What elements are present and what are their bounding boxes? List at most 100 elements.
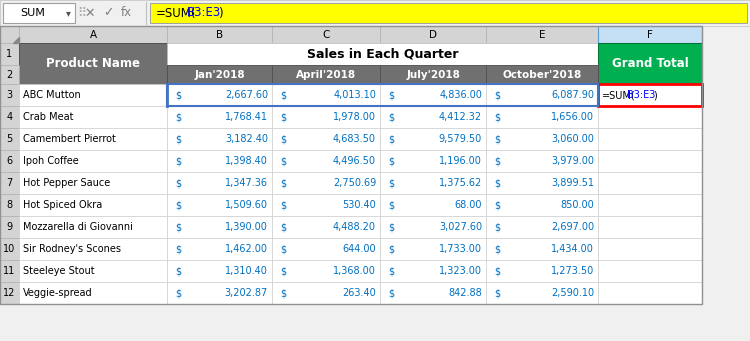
Bar xyxy=(167,84,272,106)
Bar xyxy=(486,128,598,150)
Bar xyxy=(19,84,167,106)
Text: 3,027.60: 3,027.60 xyxy=(439,222,482,232)
Bar xyxy=(486,65,598,84)
Text: 644.00: 644.00 xyxy=(342,244,376,254)
Text: $: $ xyxy=(388,222,394,232)
Text: $: $ xyxy=(494,266,500,276)
Text: $: $ xyxy=(280,178,286,188)
Text: Grand Total: Grand Total xyxy=(612,57,689,70)
Text: Hot Pepper Sauce: Hot Pepper Sauce xyxy=(23,178,110,188)
Bar xyxy=(167,150,272,172)
Text: 3,182.40: 3,182.40 xyxy=(225,134,268,144)
Text: $: $ xyxy=(175,156,181,166)
Bar xyxy=(0,238,19,260)
Bar xyxy=(598,150,702,172)
Bar xyxy=(598,216,702,238)
Text: ✓: ✓ xyxy=(103,6,113,19)
Bar xyxy=(598,106,702,128)
Bar xyxy=(0,282,19,304)
Text: $: $ xyxy=(280,156,286,166)
Text: 6: 6 xyxy=(7,156,13,166)
Bar xyxy=(272,150,380,172)
Text: 7: 7 xyxy=(6,178,13,188)
Text: 5: 5 xyxy=(6,134,13,144)
Bar xyxy=(380,84,486,106)
Text: $: $ xyxy=(175,288,181,298)
Text: $: $ xyxy=(494,90,500,100)
Bar xyxy=(19,150,167,172)
Text: $: $ xyxy=(388,266,394,276)
Bar xyxy=(0,84,19,106)
Text: ⠿: ⠿ xyxy=(77,6,86,19)
Text: 1,509.60: 1,509.60 xyxy=(225,200,268,210)
Text: SUM: SUM xyxy=(20,8,46,18)
Text: =SUM(: =SUM( xyxy=(156,6,196,19)
Bar xyxy=(272,128,380,150)
Text: 4: 4 xyxy=(7,112,13,122)
Text: 8: 8 xyxy=(7,200,13,210)
Text: Crab Meat: Crab Meat xyxy=(23,112,74,122)
Bar xyxy=(19,128,167,150)
Bar xyxy=(598,172,702,194)
Text: October'2018: October'2018 xyxy=(503,70,582,79)
Bar xyxy=(598,194,702,216)
Text: 2,697.00: 2,697.00 xyxy=(550,222,594,232)
Text: $: $ xyxy=(280,90,286,100)
Bar xyxy=(0,0,750,26)
Text: B3:E3: B3:E3 xyxy=(187,6,221,19)
Bar xyxy=(0,194,19,216)
Text: $: $ xyxy=(280,134,286,144)
Bar xyxy=(0,26,702,304)
Bar xyxy=(0,43,19,65)
Bar xyxy=(380,194,486,216)
Bar xyxy=(486,150,598,172)
Bar xyxy=(380,282,486,304)
Bar xyxy=(0,65,19,84)
Text: 1,768.41: 1,768.41 xyxy=(225,112,268,122)
Text: 1,196.00: 1,196.00 xyxy=(440,156,482,166)
Bar xyxy=(380,216,486,238)
Text: $: $ xyxy=(388,112,394,122)
Bar xyxy=(272,216,380,238)
Text: Steeleye Stout: Steeleye Stout xyxy=(23,266,94,276)
Text: 1,978.00: 1,978.00 xyxy=(333,112,376,122)
Bar xyxy=(486,84,598,106)
Text: $: $ xyxy=(280,222,286,232)
Text: Product Name: Product Name xyxy=(46,57,140,70)
Text: B3:E3: B3:E3 xyxy=(628,90,656,100)
Bar xyxy=(486,282,598,304)
Text: $: $ xyxy=(494,200,500,210)
Text: 2,667.60: 2,667.60 xyxy=(225,90,268,100)
Bar xyxy=(272,65,380,84)
Text: Mozzarella di Giovanni: Mozzarella di Giovanni xyxy=(23,222,133,232)
Bar xyxy=(486,194,598,216)
Text: $: $ xyxy=(388,178,394,188)
Bar xyxy=(598,282,702,304)
Text: =SUM(: =SUM( xyxy=(602,90,636,100)
Bar xyxy=(19,172,167,194)
Text: 3,202.87: 3,202.87 xyxy=(225,288,268,298)
Polygon shape xyxy=(13,37,19,43)
Text: $: $ xyxy=(175,222,181,232)
Text: fx: fx xyxy=(121,6,131,19)
Text: 2,750.69: 2,750.69 xyxy=(333,178,376,188)
Text: Camembert Pierrot: Camembert Pierrot xyxy=(23,134,116,144)
Text: 3,060.00: 3,060.00 xyxy=(551,134,594,144)
Text: A: A xyxy=(89,30,97,40)
Text: Ipoh Coffee: Ipoh Coffee xyxy=(23,156,79,166)
Text: 2,590.10: 2,590.10 xyxy=(550,288,594,298)
Text: 4,496.50: 4,496.50 xyxy=(333,156,376,166)
Text: 1,310.40: 1,310.40 xyxy=(225,266,268,276)
Bar xyxy=(0,150,19,172)
Text: $: $ xyxy=(388,156,394,166)
Bar xyxy=(486,260,598,282)
Bar xyxy=(167,194,272,216)
Text: $: $ xyxy=(494,134,500,144)
Text: 9: 9 xyxy=(7,222,13,232)
Bar xyxy=(167,106,272,128)
Text: $: $ xyxy=(494,156,500,166)
Bar xyxy=(167,238,272,260)
Text: $: $ xyxy=(175,112,181,122)
Bar xyxy=(598,238,702,260)
Text: Jan'2018: Jan'2018 xyxy=(194,70,244,79)
